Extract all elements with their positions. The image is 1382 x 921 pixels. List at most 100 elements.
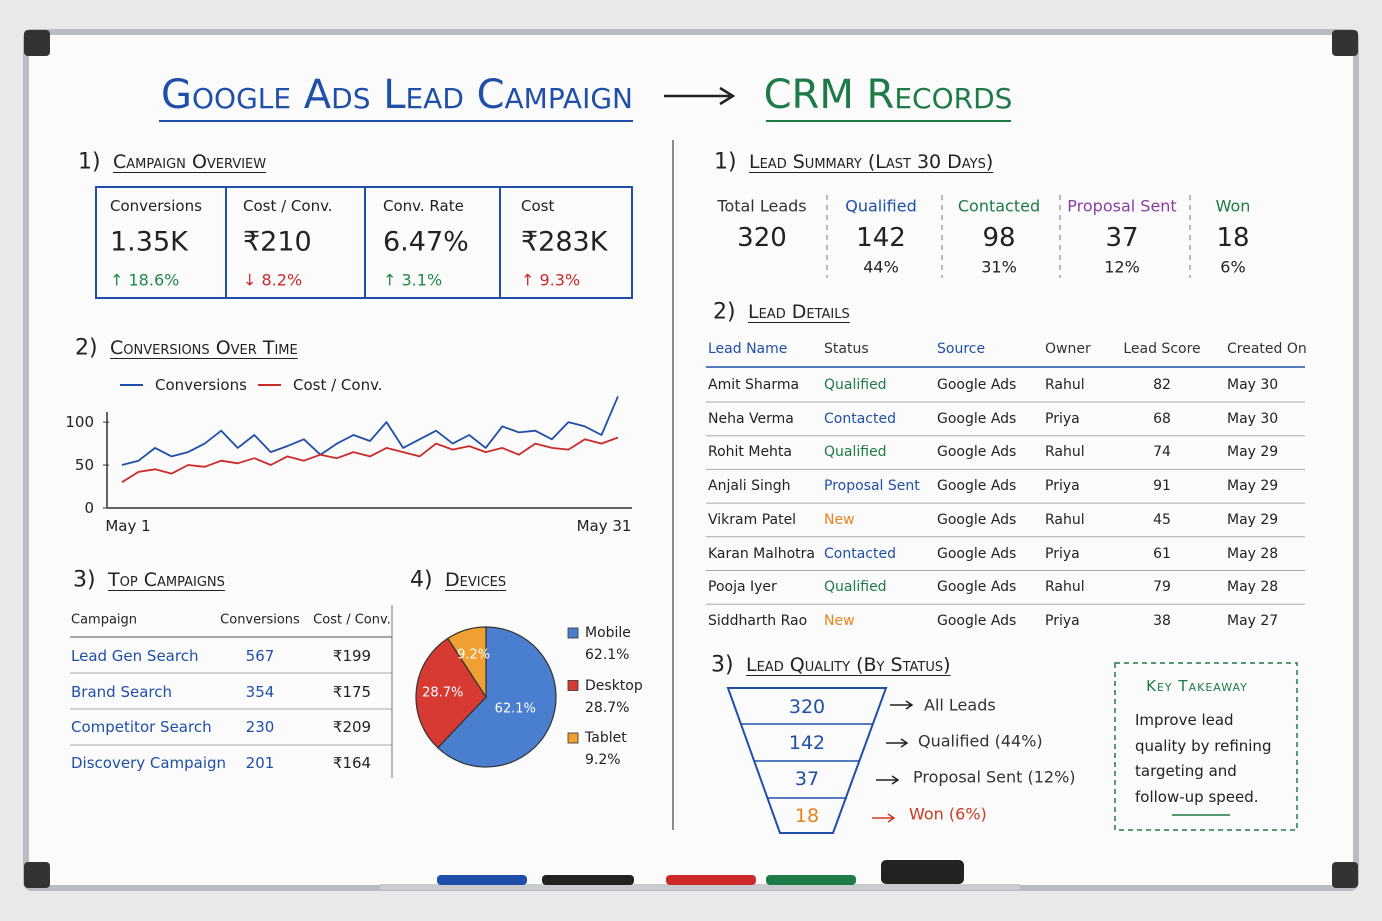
funnel-label: Proposal Sent (12%) bbox=[913, 767, 1076, 787]
column-header: Source bbox=[937, 341, 986, 357]
table-cell: 82 bbox=[1153, 377, 1171, 393]
eraser bbox=[881, 860, 964, 884]
section-number: 3) bbox=[73, 567, 96, 593]
table-cell: Brand Search bbox=[71, 682, 172, 701]
kpi-change: ↓ 8.2% bbox=[243, 270, 303, 290]
pie-slice bbox=[415, 637, 487, 749]
section-number: 1) bbox=[78, 149, 101, 175]
table-cell: May 28 bbox=[1227, 579, 1279, 596]
funnel-label: Qualified (44%) bbox=[918, 731, 1043, 751]
legend-label: Tablet bbox=[585, 730, 627, 746]
table-cell: Google Ads bbox=[937, 612, 1017, 629]
corner bbox=[1332, 30, 1358, 56]
table-cell: 79 bbox=[1153, 579, 1171, 596]
right-title: CRM Records bbox=[763, 72, 1013, 118]
table-cell: Rahul bbox=[1045, 579, 1085, 596]
legend-swatch bbox=[567, 732, 579, 744]
column-header: Lead Name bbox=[708, 341, 788, 357]
funnel-value: 320 bbox=[788, 696, 826, 718]
kpi-value: 1.35K bbox=[110, 226, 188, 258]
table-cell: 38 bbox=[1153, 612, 1171, 629]
summary-label: Qualified bbox=[845, 196, 917, 216]
table-cell: Google Ads bbox=[937, 511, 1017, 528]
table-cell: ₹175 bbox=[332, 682, 372, 701]
kpi-value: ₹210 bbox=[243, 226, 312, 258]
table-cell: 201 bbox=[245, 754, 275, 773]
section-heading: Lead Summary (Last 30 Days) bbox=[749, 151, 994, 173]
summary-label: Total Leads bbox=[717, 196, 807, 216]
table-cell: Priya bbox=[1045, 612, 1080, 629]
table-cell: ₹164 bbox=[332, 754, 372, 773]
table-cell: Contacted bbox=[824, 545, 896, 562]
table-cell: Lead Gen Search bbox=[71, 647, 199, 665]
x-tick-label: May 31 bbox=[576, 517, 632, 535]
title-arrow bbox=[664, 86, 736, 106]
section-number: 1) bbox=[714, 149, 737, 175]
legend-label: Desktop bbox=[585, 677, 643, 694]
legend-label: Conversions bbox=[155, 376, 247, 394]
column-header: Campaign bbox=[71, 612, 138, 628]
column-header: Status bbox=[824, 341, 869, 357]
table-cell: Siddharth Rao bbox=[708, 612, 808, 629]
summary-label: Won bbox=[1215, 196, 1251, 216]
table-cell: 45 bbox=[1153, 511, 1171, 528]
funnel-arrows bbox=[872, 700, 914, 823]
table-cell: Priya bbox=[1045, 545, 1080, 562]
marker bbox=[666, 875, 756, 885]
table-cell: New bbox=[824, 511, 855, 528]
slice-label: 62.1% bbox=[494, 701, 536, 717]
table-cell: Anjali Singh bbox=[708, 478, 791, 495]
x-tick-label: May 1 bbox=[105, 517, 151, 535]
column-header: Owner bbox=[1045, 341, 1091, 357]
column-header: Cost / Conv. bbox=[313, 612, 391, 628]
summary-label: Proposal Sent bbox=[1067, 196, 1177, 216]
table-cell: Google Ads bbox=[937, 410, 1017, 427]
kpi-change: ↑ 18.6% bbox=[110, 270, 180, 290]
column-header: Conversions bbox=[220, 612, 300, 628]
section-number: 2) bbox=[713, 299, 736, 325]
table-cell: ₹199 bbox=[332, 647, 372, 665]
takeaway-heading: Key Takeaway bbox=[1146, 677, 1248, 695]
summary-value: 142 bbox=[856, 223, 906, 253]
takeaway-box bbox=[1114, 662, 1298, 831]
marker bbox=[437, 875, 527, 885]
table-cell: Rohit Mehta bbox=[708, 444, 792, 461]
table-cell: Google Ads bbox=[937, 377, 1017, 393]
column-header: Lead Score bbox=[1123, 341, 1201, 357]
table-cell: Google Ads bbox=[937, 545, 1017, 562]
summary-share: 44% bbox=[863, 257, 899, 277]
table-cell: Google Ads bbox=[937, 579, 1017, 596]
table-cell: 91 bbox=[1153, 478, 1171, 495]
y-tick-label: 0 bbox=[84, 499, 94, 517]
table-cell: May 29 bbox=[1227, 444, 1279, 461]
table-cell: May 29 bbox=[1227, 511, 1279, 528]
table-cell: Rahul bbox=[1045, 377, 1085, 393]
legend-swatch bbox=[567, 680, 579, 691]
kpi-value: ₹283K bbox=[521, 226, 608, 258]
table-cell: Priya bbox=[1045, 478, 1080, 495]
corner bbox=[1332, 862, 1358, 888]
table-cell: 61 bbox=[1153, 545, 1171, 562]
corner bbox=[24, 862, 50, 888]
section-number: 4) bbox=[410, 567, 433, 593]
table-cell: Proposal Sent bbox=[824, 478, 920, 495]
table-cell: 354 bbox=[245, 682, 275, 701]
table-cell: Discovery Campaign bbox=[71, 754, 227, 773]
legend-value: 9.2% bbox=[585, 752, 621, 768]
pie-slice bbox=[446, 626, 487, 700]
legend-value: 62.1% bbox=[585, 647, 630, 663]
section-heading: Top Campaigns bbox=[108, 569, 225, 591]
kpi-label: Cost / Conv. bbox=[243, 197, 333, 215]
summary-value: 98 bbox=[982, 223, 1016, 253]
kpi-change: ↑ 3.1% bbox=[383, 270, 443, 290]
marker-tray bbox=[380, 884, 1020, 890]
table-cell: 230 bbox=[245, 718, 275, 737]
corner bbox=[24, 30, 50, 56]
funnel-label: Won (6%) bbox=[909, 804, 987, 824]
table-cell: ₹209 bbox=[332, 718, 372, 737]
table-cell: Neha Verma bbox=[708, 410, 794, 427]
summary-value: 320 bbox=[737, 223, 787, 253]
series-line bbox=[121, 436, 619, 483]
funnel-value: 142 bbox=[788, 732, 826, 754]
slice-label: 28.7% bbox=[422, 685, 464, 701]
